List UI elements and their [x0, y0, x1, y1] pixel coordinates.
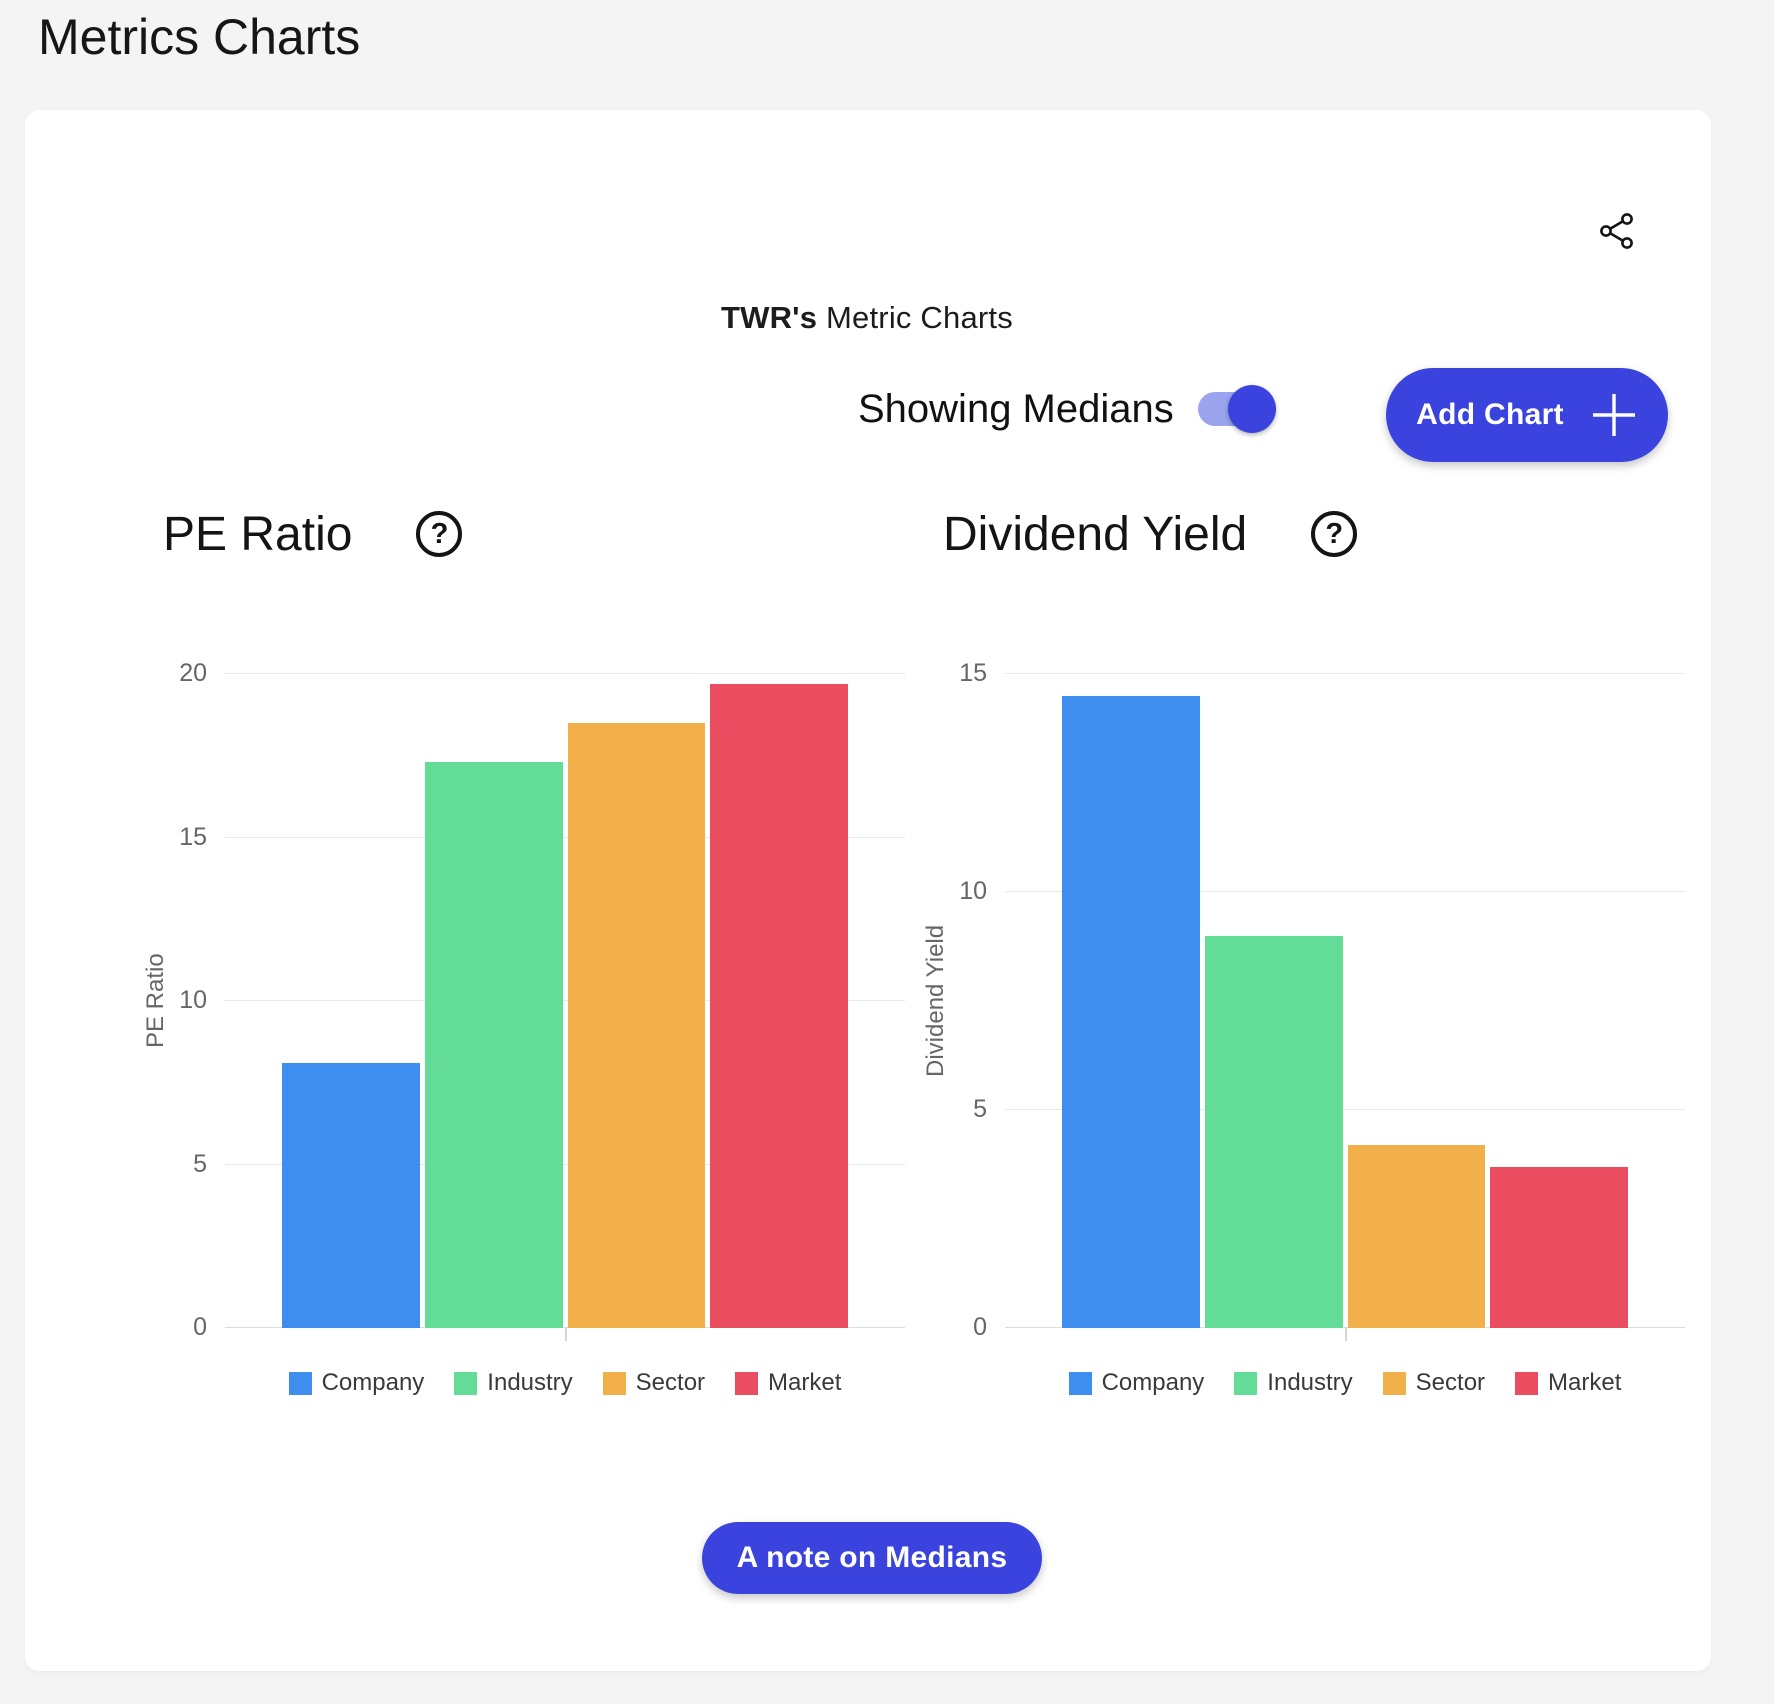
y-axis-label: Dividend Yield	[922, 924, 949, 1078]
gridline-15	[1005, 673, 1685, 674]
medians-toggle-label: Showing Medians	[858, 386, 1174, 431]
legend-label: Sector	[635, 1369, 706, 1396]
plus-icon	[1592, 394, 1635, 436]
note-on-medians-button[interactable]: A note on Medians	[702, 1522, 1042, 1594]
add-chart-button[interactable]: Add Chart	[1386, 368, 1668, 462]
chart-title-row: PE Ratio ?	[163, 505, 463, 563]
bar-market[interactable]	[1490, 1166, 1628, 1328]
bar-sector[interactable]	[1347, 1144, 1486, 1328]
legend-item-industry[interactable]: Industry	[1234, 1369, 1353, 1397]
bar-sector[interactable]	[567, 723, 706, 1328]
legend-swatch	[1234, 1371, 1258, 1395]
share-icon	[1600, 212, 1633, 249]
bars-row	[282, 674, 848, 1328]
legend-item-market[interactable]: Market	[1515, 1369, 1621, 1397]
pe-ratio-chart: PE Ratio ? PE Ratio 0 5 10 15 20 Company Indu…	[133, 505, 923, 1415]
legend-swatch	[602, 1371, 626, 1395]
gridline-15	[225, 836, 905, 838]
gridline-0	[225, 1327, 905, 1328]
metrics-panel: TWR's Metric Charts Showing Medians Add …	[25, 110, 1711, 1671]
note-button-label: A note on Medians	[736, 1541, 1008, 1574]
y-tick-label: 15	[959, 659, 987, 687]
chart-title: Dividend Yield	[943, 507, 1248, 561]
gridline-10	[225, 1000, 905, 1001]
y-tick-label: 10	[179, 986, 207, 1014]
medians-toggle-switch[interactable]	[1197, 385, 1276, 433]
legend-label: Company	[1101, 1369, 1205, 1396]
bar-industry[interactable]	[424, 762, 563, 1328]
medians-toggle-row: Showing Medians	[858, 381, 1276, 437]
help-icon[interactable]: ?	[1311, 511, 1358, 557]
help-icon[interactable]: ?	[416, 511, 463, 557]
dividend-yield-chart: Dividend Yield ? Dividend Yield 0 5 10 15 C…	[913, 505, 1703, 1415]
gridline-5	[225, 1163, 905, 1165]
chart-legend: Company Industry Sector Market	[1005, 1369, 1685, 1397]
y-tick-label: 5	[973, 1095, 987, 1124]
page-title: Metrics Charts	[38, 9, 361, 65]
chart-title-row: Dividend Yield ?	[943, 505, 1358, 563]
y-tick-label: 5	[193, 1149, 207, 1178]
bar-industry[interactable]	[1204, 935, 1343, 1328]
legend-item-market[interactable]: Market	[735, 1369, 841, 1397]
legend-label: Industry	[1267, 1369, 1353, 1396]
gridline-20	[225, 673, 905, 674]
legend-swatch	[1068, 1371, 1092, 1395]
y-tick-label: 0	[973, 1313, 987, 1341]
y-tick-label: 15	[179, 822, 207, 851]
panel-title: TWR's Metric Charts	[721, 300, 1013, 336]
legend-item-sector[interactable]: Sector	[1382, 1369, 1486, 1397]
legend-item-industry[interactable]: Industry	[454, 1369, 573, 1397]
legend-item-company[interactable]: Company	[288, 1369, 425, 1397]
legend-label: Industry	[487, 1369, 573, 1396]
gridline-5	[1005, 1109, 1685, 1110]
plot-area: Dividend Yield 0 5 10 15	[922, 659, 1685, 1341]
bars-row	[1062, 674, 1628, 1328]
bar-market[interactable]	[710, 683, 848, 1328]
toggle-knob	[1227, 385, 1276, 433]
x-axis-tick	[565, 1328, 567, 1341]
bar-company[interactable]	[282, 1063, 420, 1328]
y-tick-label: 10	[959, 877, 987, 906]
y-tick-label: 0	[193, 1313, 207, 1341]
legend-item-sector[interactable]: Sector	[602, 1369, 706, 1397]
legend-swatch	[735, 1371, 759, 1395]
legend-swatch	[454, 1371, 478, 1395]
legend-label: Sector	[1415, 1369, 1486, 1396]
x-axis-tick	[1345, 1328, 1347, 1341]
legend-swatch	[1515, 1371, 1539, 1395]
chart-title: PE Ratio	[163, 507, 353, 561]
legend-label: Company	[321, 1369, 425, 1396]
gridline-10	[1005, 891, 1685, 892]
share-button[interactable]	[1595, 210, 1639, 254]
legend-label: Market	[1548, 1369, 1622, 1396]
legend-swatch	[1382, 1371, 1406, 1395]
legend-swatch	[288, 1371, 312, 1395]
gridline-0	[1005, 1327, 1685, 1328]
ticker-symbol: TWR's	[721, 300, 818, 335]
legend-label: Market	[768, 1369, 842, 1396]
y-tick-label: 20	[179, 659, 207, 687]
panel-title-rest: Metric Charts	[826, 300, 1013, 335]
legend-item-company[interactable]: Company	[1068, 1369, 1205, 1397]
add-chart-label: Add Chart	[1416, 398, 1564, 431]
bar-company[interactable]	[1062, 695, 1200, 1328]
plot-area: PE Ratio 0 5 10 15 20	[142, 659, 905, 1341]
chart-legend: Company Industry Sector Market	[225, 1369, 905, 1397]
